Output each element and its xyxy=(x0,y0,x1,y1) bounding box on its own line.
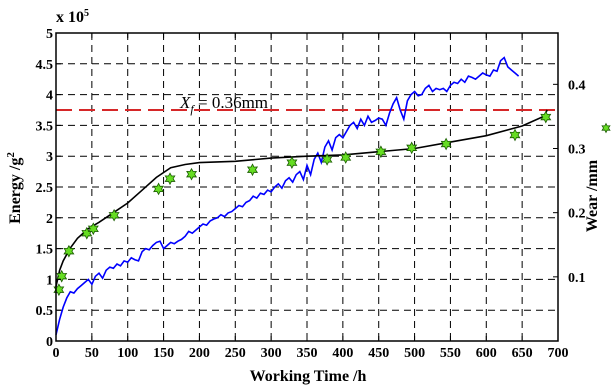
wear-point xyxy=(186,167,198,181)
wear-point xyxy=(509,128,521,142)
wear-point xyxy=(321,153,333,166)
y-left-tick-label: 0 xyxy=(46,335,53,350)
x-tick-label: 300 xyxy=(261,346,282,361)
wear-point xyxy=(440,137,452,151)
wear-point xyxy=(153,182,165,196)
y-left-tick-label: 0.5 xyxy=(36,304,54,319)
wear-point xyxy=(164,172,176,186)
y-left-tick-label: 1.5 xyxy=(36,243,54,258)
y-right-tick-label: 0.2 xyxy=(568,207,586,222)
y-left-tick-label: 3.5 xyxy=(36,119,54,134)
y-left-tick-label: 2.5 xyxy=(36,181,54,196)
x-tick-label: 0 xyxy=(53,346,60,361)
x-tick-labels: 0 50 100 150 200 250 300 350 400 450 500 550 600 650 7… xyxy=(53,346,569,361)
x-tick-label: 700 xyxy=(548,346,569,361)
wear-point xyxy=(540,110,552,124)
x-tick-label: 400 xyxy=(332,346,353,361)
wear-scatter-points xyxy=(53,110,552,297)
y-right-tick-label: 0.3 xyxy=(568,143,586,158)
x-tick-label: 650 xyxy=(512,346,533,361)
tick-marks xyxy=(55,32,559,342)
x-tick-label: 500 xyxy=(404,346,425,361)
y-left-axis-label: Energy /g2 xyxy=(5,152,24,224)
x-tick-label: 450 xyxy=(368,346,389,361)
y-left-tick-label: 4 xyxy=(46,89,53,104)
y-left-tick-label: 3 xyxy=(46,150,53,165)
y-left-tick-labels: 0 0.5 1 1.5 2 2.5 3 3.5 4 4.5 5 xyxy=(36,27,54,350)
threshold-label: Xf = 0.36mm xyxy=(179,93,268,116)
wear-point xyxy=(87,222,99,236)
energy-series-line xyxy=(55,56,520,335)
x-tick-label: 550 xyxy=(440,346,461,361)
x-tick-label: 50 xyxy=(85,346,99,361)
wear-point xyxy=(406,141,418,155)
y-left-axis-label-sup: 2 xyxy=(5,152,17,158)
wear-point xyxy=(53,283,65,297)
wear-point xyxy=(375,145,387,159)
wear-point xyxy=(340,151,352,164)
wear-point xyxy=(108,208,120,222)
threshold-label-sub: f xyxy=(190,102,195,116)
y-right-tick-label: 0.4 xyxy=(568,78,586,93)
y-right-tick-label: 0.1 xyxy=(568,271,586,286)
y-right-axis-label: Wear /mm xyxy=(584,159,601,232)
y-left-tick-label: 2 xyxy=(46,212,53,227)
x-tick-label: 100 xyxy=(117,346,138,361)
wear-point xyxy=(286,156,298,169)
y-exponent-base: x 10 xyxy=(56,9,84,26)
x-tick-label: 200 xyxy=(189,346,210,361)
threshold-line-group: Xf = 0.36mm xyxy=(56,93,558,116)
y-left-tick-label: 4.5 xyxy=(36,58,54,73)
y-left-axis-label-text: Energy /g xyxy=(7,158,24,224)
x-axis-label: Working Time /h xyxy=(250,368,367,385)
y-left-tick-label: 1 xyxy=(46,273,53,288)
y-right-legend-marker xyxy=(601,122,611,134)
x-tick-label: 350 xyxy=(297,346,318,361)
legend-star-icon xyxy=(601,122,611,134)
threshold-label-value: = 0.36mm xyxy=(194,93,268,112)
x-tick-label: 600 xyxy=(476,346,497,361)
y-exponent-power: 5 xyxy=(84,8,89,19)
y-left-tick-label: 5 xyxy=(46,27,53,42)
wear-point xyxy=(246,163,259,177)
threshold-label-var: X xyxy=(179,93,191,112)
wear-point xyxy=(63,244,75,258)
wear-point xyxy=(56,269,68,283)
y-exponent-label: x 105 xyxy=(56,8,89,26)
y-right-tick-labels: 0.1 0.2 0.3 0.4 xyxy=(568,78,586,286)
x-tick-label: 150 xyxy=(153,346,174,361)
x-tick-label: 250 xyxy=(225,346,246,361)
